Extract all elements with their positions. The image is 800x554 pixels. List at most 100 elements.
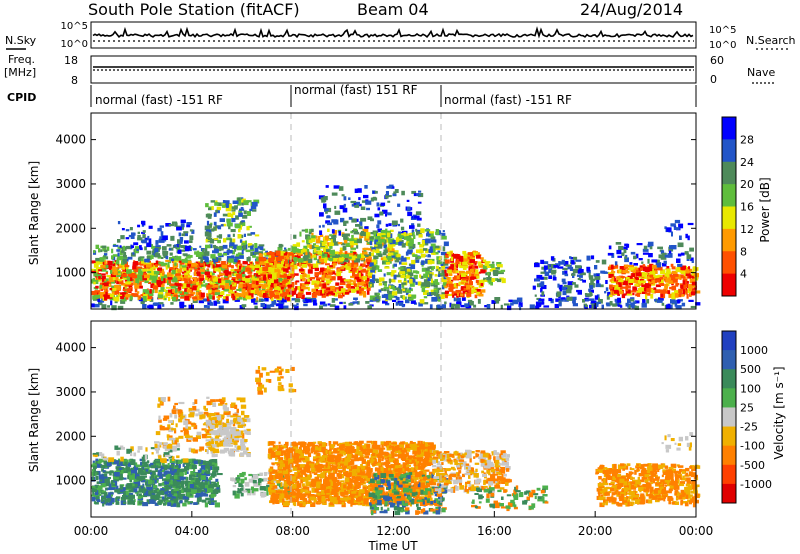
radar-cell: [388, 223, 392, 227]
radar-cell: [469, 301, 474, 306]
radar-cell: [444, 269, 447, 273]
radar-cell: [463, 256, 469, 261]
radar-cell: [177, 268, 183, 273]
radar-cell: [179, 500, 183, 504]
radar-cell: [337, 268, 341, 272]
radar-cell: [190, 471, 194, 475]
radar-cell: [160, 397, 166, 402]
radar-cell: [615, 300, 619, 305]
radar-cell: [198, 300, 204, 304]
radar-cell: [623, 249, 627, 254]
radar-cell: [265, 277, 268, 283]
radar-cell: [473, 277, 478, 280]
radar-cell: [665, 304, 671, 309]
radar-cell: [216, 486, 220, 490]
radar-cell: [126, 448, 132, 454]
radar-cell: [222, 267, 228, 273]
radar-cell: [145, 468, 149, 474]
radar-cell: [366, 207, 370, 211]
radar-cell: [153, 282, 156, 287]
radar-cell: [331, 192, 338, 196]
radar-cell: [172, 256, 176, 261]
radar-cell: [280, 284, 286, 288]
radar-cell: [651, 289, 655, 294]
radar-cell: [116, 463, 121, 467]
radar-cell: [164, 448, 170, 452]
radar-cell: [562, 281, 567, 285]
radar-cell: [189, 235, 194, 241]
radar-cell: [216, 301, 221, 304]
radar-cell: [93, 272, 98, 277]
radar-cell: [649, 274, 653, 278]
radar-cell: [93, 263, 99, 268]
radar-cell: [663, 260, 667, 264]
radar-cell: [295, 258, 298, 261]
radar-cell: [233, 259, 238, 263]
radar-cell: [303, 298, 307, 302]
radar-cell: [427, 266, 432, 269]
radar-cell: [387, 232, 391, 238]
radar-cell: [177, 239, 180, 244]
radar-cell: [343, 305, 347, 310]
radar-cell: [271, 296, 274, 302]
radar-cell: [205, 244, 211, 249]
radar-cell: [239, 265, 242, 270]
radar-cell: [323, 198, 327, 203]
radar-cell: [609, 301, 613, 306]
radar-cell: [114, 478, 119, 482]
radar-cell: [444, 285, 448, 289]
radar-cell: [106, 461, 112, 467]
radar-cell: [314, 244, 319, 247]
radar-cell: [365, 273, 369, 278]
radar-cell: [156, 444, 160, 449]
radar-cell: [170, 479, 173, 485]
radar-cell: [146, 499, 150, 505]
radar-cell: [163, 467, 168, 471]
radar-cell: [613, 289, 619, 294]
radar-cell: [336, 271, 342, 277]
radar-cell: [477, 299, 481, 304]
radar-cell: [190, 293, 194, 297]
radar-cell: [329, 249, 335, 254]
radar-cell: [411, 229, 415, 235]
radar-cell: [689, 247, 694, 252]
radar-cell: [144, 475, 147, 478]
radar-cell: [478, 284, 483, 288]
radar-cell: [139, 247, 143, 251]
radar-cell: [585, 293, 592, 297]
radar-cell: [307, 278, 310, 283]
radar-cell: [561, 259, 565, 264]
radar-cell: [129, 478, 133, 482]
radar-cell: [641, 302, 647, 308]
radar-cell: [101, 278, 105, 282]
radar-cell: [95, 484, 100, 489]
radar-cell: [188, 407, 193, 412]
radar-cell: [112, 484, 117, 487]
radar-cell: [555, 305, 559, 308]
radar-cell: [260, 303, 265, 307]
radar-cell: [187, 488, 193, 493]
radar-cell: [343, 239, 348, 244]
radar-cell: [350, 250, 356, 254]
radar-cell: [350, 230, 353, 234]
radar-cell: [323, 244, 328, 250]
radar-cell: [314, 286, 320, 289]
radar-cell: [615, 264, 619, 268]
radar-cell: [121, 477, 127, 480]
radar-cell: [375, 267, 380, 270]
radar-cell: [214, 289, 221, 293]
radar-cell: [322, 224, 325, 228]
radar-cell: [184, 289, 189, 295]
radar-cell: [112, 244, 119, 247]
radar-cell: [199, 278, 205, 282]
radar-cell: [392, 240, 396, 244]
radar-cell: [231, 286, 237, 290]
radar-cell: [135, 464, 141, 468]
radar-cell: [380, 229, 386, 234]
radar-cell: [329, 270, 335, 273]
radar-cell: [369, 239, 374, 242]
radar-cell: [199, 279, 202, 285]
radar-cell: [209, 302, 214, 306]
radar-cell: [175, 276, 181, 281]
radar-cell: [123, 251, 127, 257]
